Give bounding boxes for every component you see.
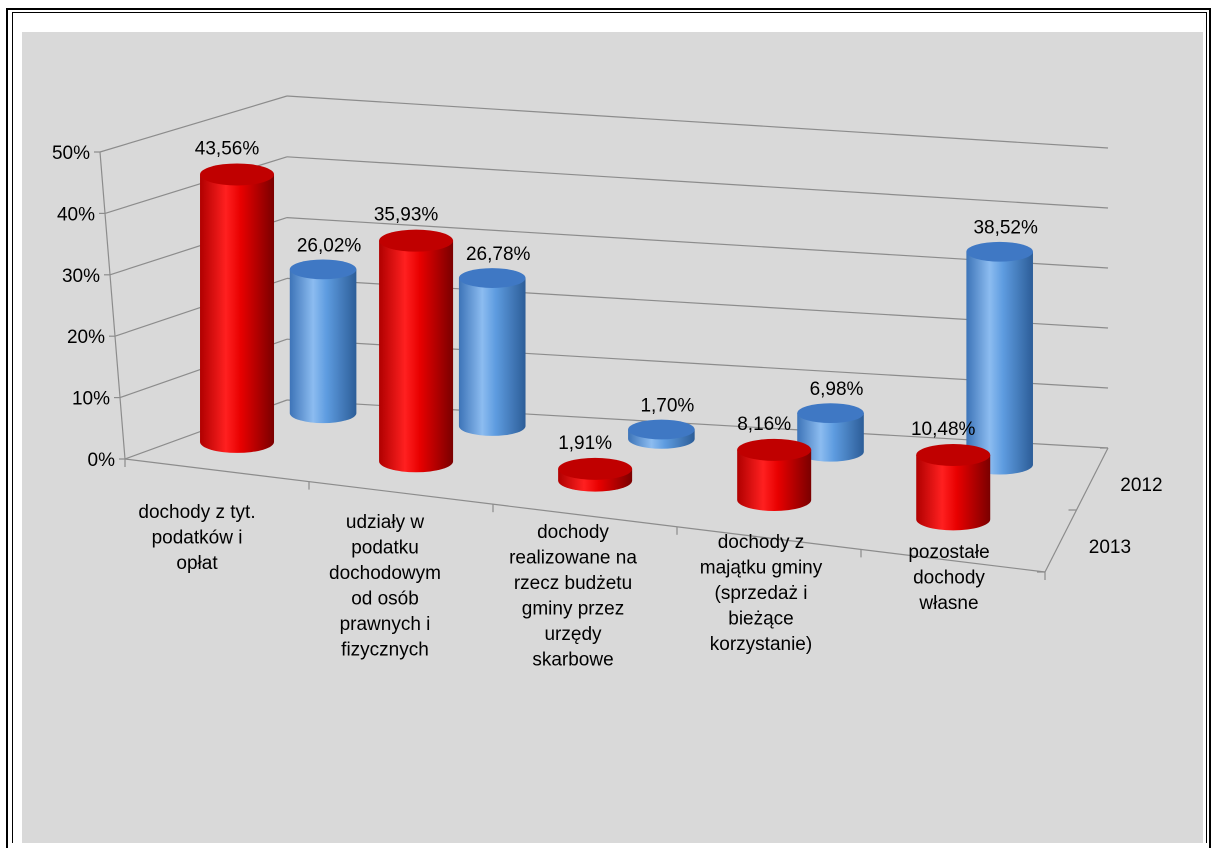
category-label: udziały w podatku dochodowym od osób prawnyc… <box>329 512 441 661</box>
category-label-line: rzecz budżetu <box>514 573 632 594</box>
category-label: pozostałe dochody własne <box>908 542 989 614</box>
category-label-line: opłat <box>176 553 218 574</box>
category-label-line: realizowane na <box>509 548 637 569</box>
series-2013-bars <box>200 163 991 531</box>
bar-2013 <box>200 163 275 453</box>
category-label-line: dochody <box>913 568 985 589</box>
bar-2012 <box>628 419 695 449</box>
outer-frame <box>6 8 1211 848</box>
y-tick-label: 0% <box>88 450 116 471</box>
series-2012-bars <box>289 241 1033 475</box>
series-label: 2012 <box>1120 475 1162 496</box>
category-label-line: podatków i <box>152 528 243 549</box>
data-label-2012: 26,02% <box>297 235 362 256</box>
cylinder-body <box>916 454 991 531</box>
y-tick-label: 30% <box>62 266 100 287</box>
data-label-2012: 38,52% <box>973 218 1038 239</box>
category-label-line: podatku <box>351 538 419 559</box>
cylinder-body <box>379 240 454 473</box>
y-tick-label: 10% <box>72 389 110 410</box>
bar-2012 <box>289 259 357 424</box>
cylinder-top <box>916 443 991 466</box>
cylinder-body <box>289 269 357 424</box>
category-label-line: (sprzedaż i <box>715 583 808 604</box>
bar-2012 <box>458 268 526 436</box>
category-label-line: pozostałe <box>908 542 989 563</box>
back-gridline <box>286 156 1109 209</box>
category-label-line: bieżące <box>728 609 794 630</box>
bar-2013 <box>558 457 633 492</box>
category-label-line: dochody z <box>718 532 805 553</box>
category-label-line: fizycznych <box>341 640 429 661</box>
cylinder-top <box>379 229 454 252</box>
category-label-line: dochodowym <box>329 563 441 584</box>
data-label-2012: 26,78% <box>466 244 531 265</box>
bar-2013 <box>916 443 991 531</box>
y-tick-label: 20% <box>67 327 105 348</box>
category-label-line: skarbowe <box>532 650 613 671</box>
category-label-line: majątku gminy <box>700 558 823 579</box>
category-label-line: gminy przez <box>522 599 624 620</box>
cylinder-top <box>558 457 633 480</box>
category-label-line: własne <box>918 593 978 614</box>
category-label: dochody z majątku gminy (sprzedaż i bieżące… <box>700 532 823 655</box>
cylinder-top <box>628 419 695 440</box>
data-label-2012: 6,98% <box>810 379 864 400</box>
bar-2013 <box>379 229 454 473</box>
y-tick-label: 40% <box>57 204 95 225</box>
cylinder-top <box>797 403 864 424</box>
category-label-line: urzędy <box>544 624 602 645</box>
bar-2013 <box>737 438 812 511</box>
data-label-2013: 10,48% <box>911 419 976 440</box>
cylinder-body <box>737 449 812 511</box>
cylinder-body <box>797 413 864 462</box>
category-label: dochody realizowane na rzecz budżetu gminy … <box>509 522 637 671</box>
category-label-line: dochody z tyt. <box>138 502 255 523</box>
data-label-2013: 1,91% <box>558 433 612 454</box>
cylinder-top <box>458 268 526 288</box>
x-axis-line <box>124 458 1046 573</box>
y-tick-label: 50% <box>52 143 90 164</box>
category-label-line: od osób <box>351 589 419 610</box>
cylinder-top <box>200 163 275 186</box>
y-axis-line <box>99 151 126 460</box>
data-label-2013: 8,16% <box>737 414 791 435</box>
category-label: dochody z tyt. podatków i opłat <box>138 502 255 574</box>
data-label-2012: 1,70% <box>640 395 694 416</box>
data-label-2013: 43,56% <box>195 138 260 159</box>
cylinder-top <box>737 438 812 461</box>
data-label-2013: 35,93% <box>374 205 439 226</box>
back-gridline <box>286 95 1109 149</box>
cylinder-body <box>458 278 526 436</box>
cylinder-body <box>966 251 1033 475</box>
category-label-line: dochody <box>537 522 609 543</box>
labels-layer: dochody z tyt. podatków i opłat udziały w po… <box>138 138 1162 670</box>
category-label-line: udziały w <box>346 512 424 533</box>
category-label-line: prawnych i <box>340 614 431 635</box>
series-label: 2013 <box>1089 537 1131 558</box>
cylinder-body <box>200 174 275 453</box>
category-label-line: korzystanie) <box>710 634 812 655</box>
cylinder-top <box>289 259 357 280</box>
inner-frame <box>12 12 1207 843</box>
bar-2012 <box>966 241 1033 475</box>
side-gridline <box>99 95 288 153</box>
cylinder-top <box>966 241 1033 262</box>
bar-2012 <box>797 403 864 462</box>
